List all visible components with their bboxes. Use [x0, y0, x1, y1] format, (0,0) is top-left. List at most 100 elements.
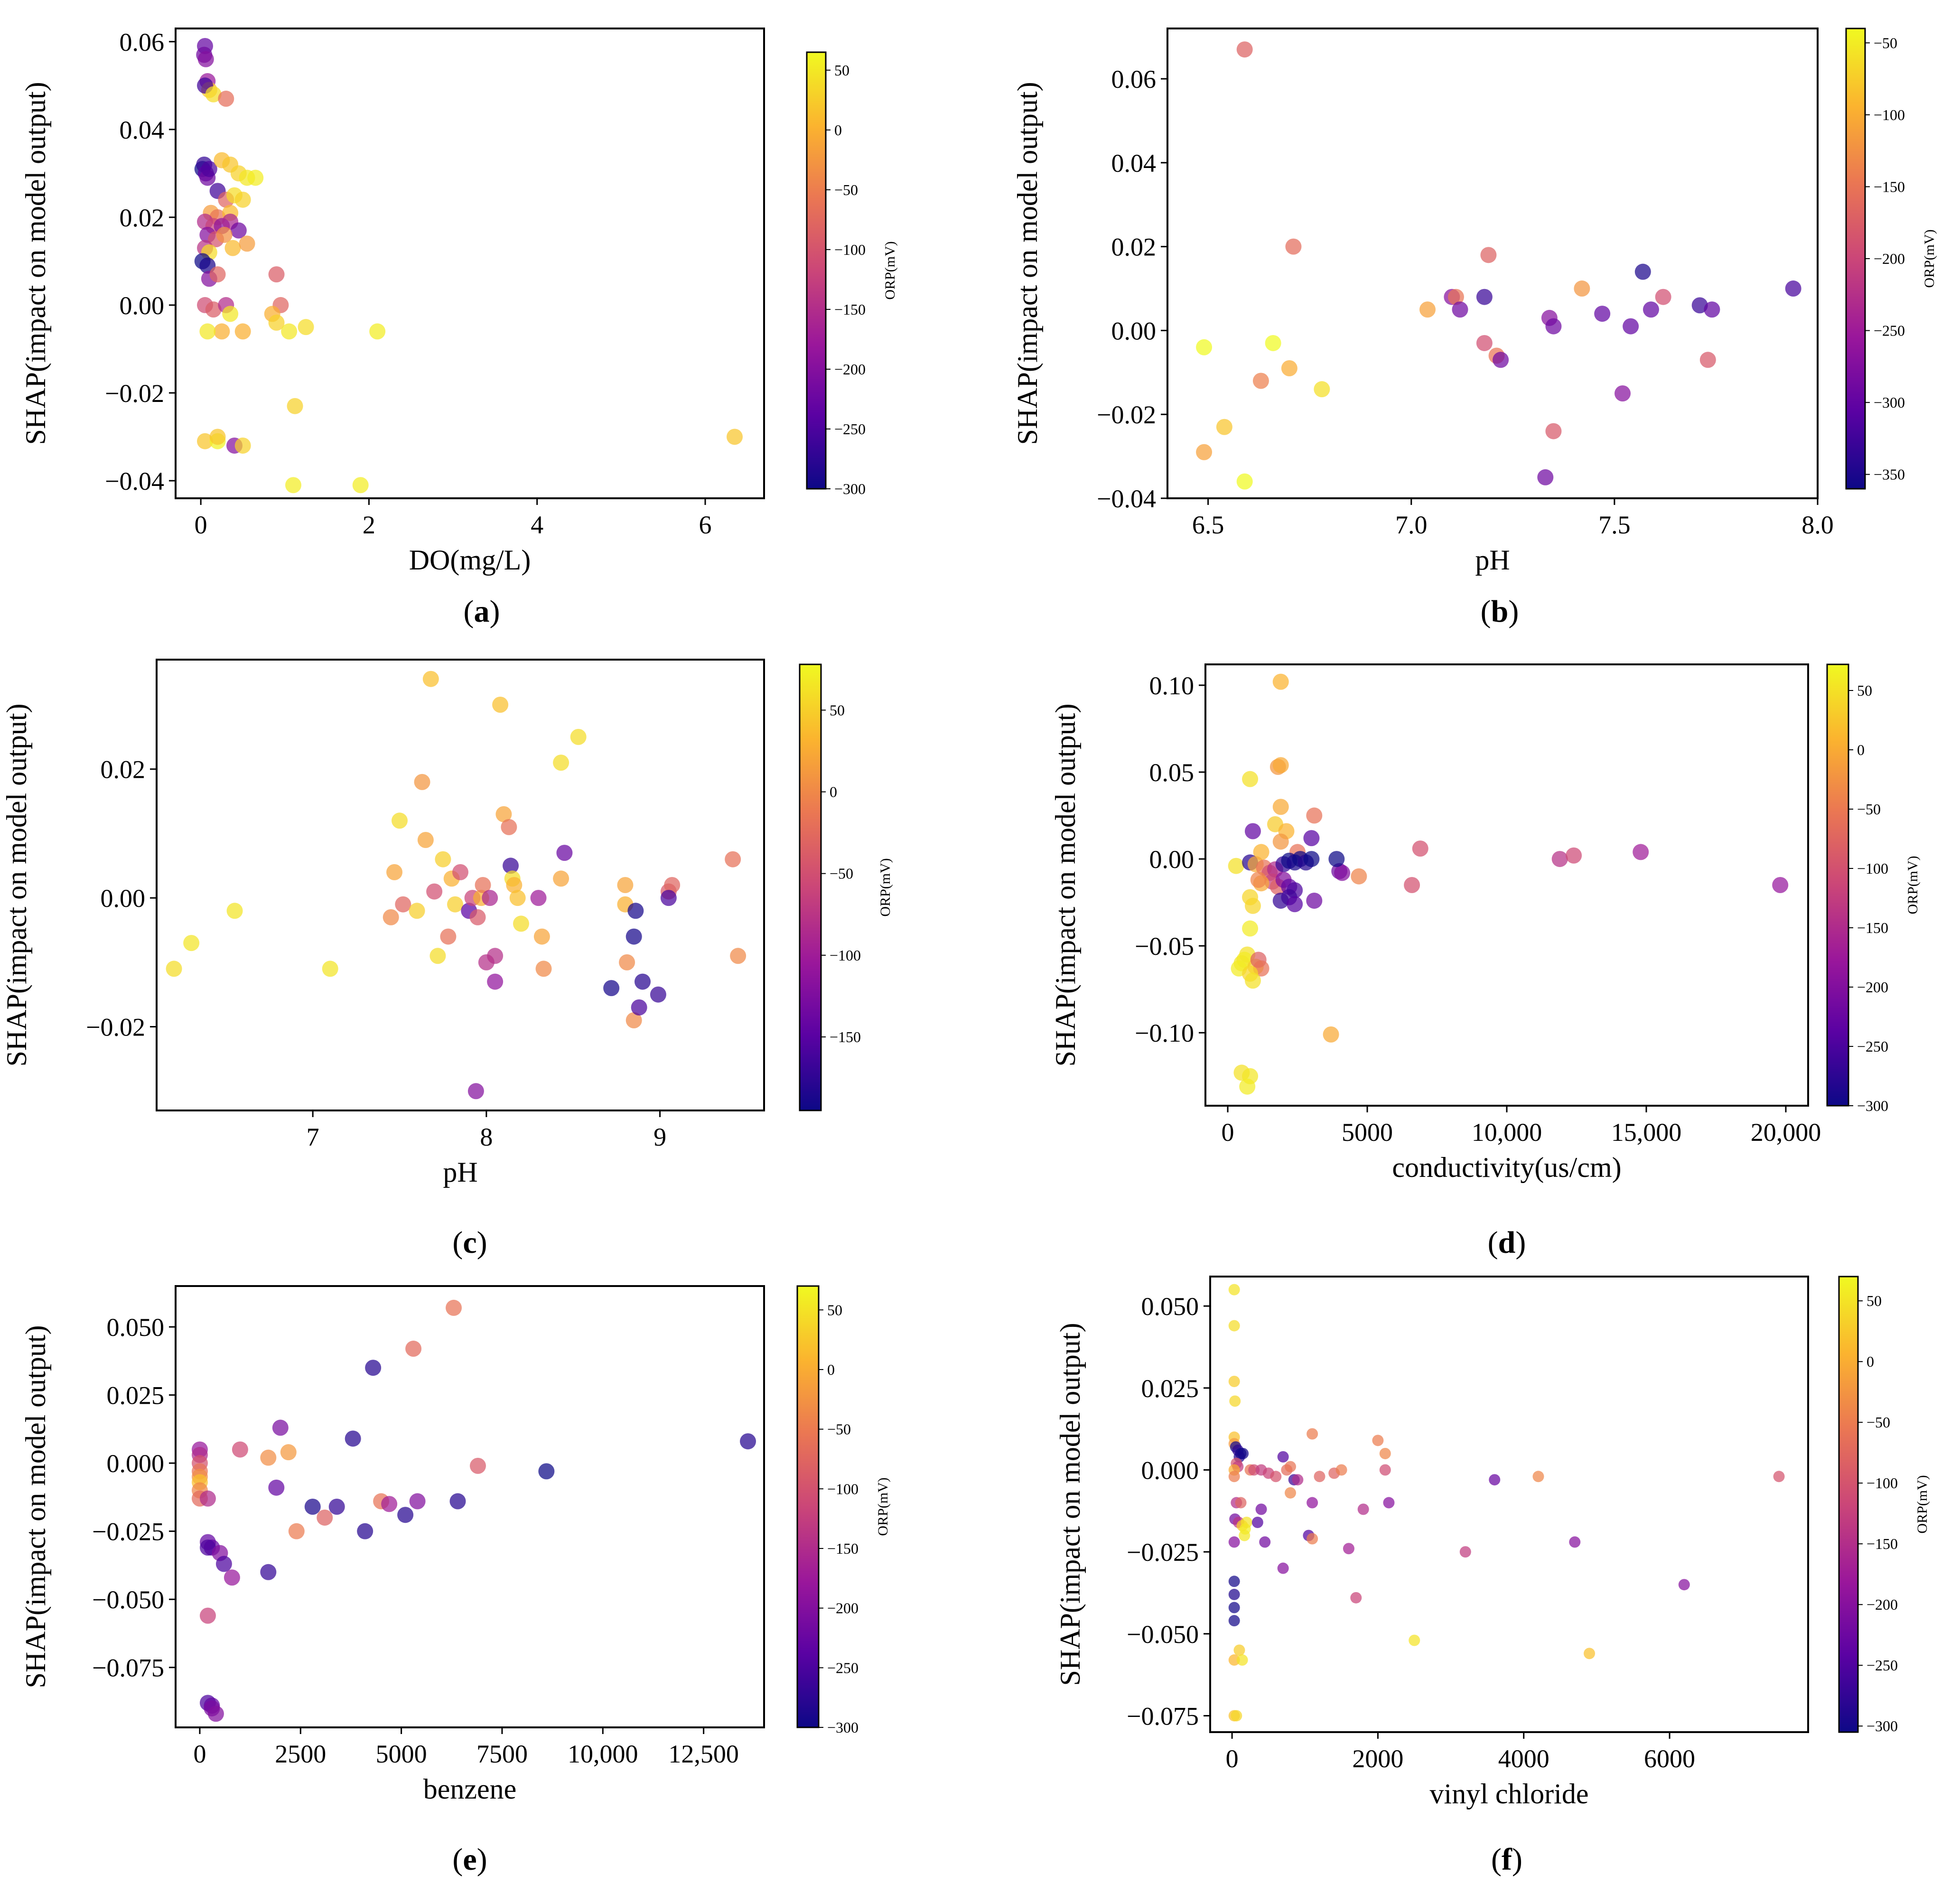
data-point	[1480, 247, 1497, 263]
data-point	[287, 398, 303, 414]
y-tick-label: −0.02	[1097, 401, 1156, 429]
colorbar-tick-label: −200	[1867, 1596, 1898, 1613]
colorbar-tick-label: −250	[834, 420, 866, 438]
data-point	[209, 266, 226, 283]
data-point	[1236, 41, 1253, 58]
data-point	[650, 986, 666, 1003]
data-point	[1255, 1503, 1267, 1515]
data-point	[1372, 1435, 1384, 1446]
y-tick-label: 0.02	[101, 755, 146, 784]
data-point	[1228, 1376, 1240, 1388]
y-tick-label: 0.00	[1149, 845, 1195, 874]
data-point	[506, 877, 523, 893]
data-point	[1419, 301, 1436, 318]
data-point	[1228, 1284, 1240, 1296]
caption-letter: b	[1491, 594, 1509, 629]
y-tick-label: −0.10	[1135, 1019, 1194, 1047]
colorbar-tick-label: −150	[1867, 1535, 1898, 1552]
y-tick-label: −0.04	[1097, 485, 1156, 513]
data-point	[183, 935, 200, 951]
data-point	[1239, 1078, 1256, 1095]
colorbar-tick-label: 0	[834, 121, 842, 139]
data-point	[1357, 1503, 1369, 1515]
x-tick-label: 5000	[376, 1740, 427, 1768]
colorbar-tick-label: 0	[827, 1361, 835, 1378]
data-point	[1265, 335, 1281, 351]
y-tick-label: 0.050	[107, 1313, 165, 1342]
y-axis-label: SHAP(impact on model output)	[20, 1325, 51, 1688]
x-axis-label: pH	[1475, 544, 1510, 576]
colorbar-label: ORP(mV)	[877, 858, 893, 916]
data-point	[381, 1496, 398, 1512]
data-point	[1228, 1471, 1240, 1483]
x-tick-label: 9	[653, 1123, 666, 1151]
data-point	[617, 877, 634, 893]
y-tick-label: 0.00	[120, 291, 165, 320]
data-point	[1545, 423, 1562, 439]
y-tick-label: −0.02	[105, 379, 164, 408]
data-point	[538, 1463, 555, 1480]
colorbar-tick-label: −150	[830, 1028, 861, 1045]
data-point	[1476, 335, 1493, 351]
data-point	[1229, 1395, 1241, 1407]
panel-caption: (b)	[1481, 594, 1519, 629]
caption-close-paren: )	[1508, 594, 1519, 629]
x-tick-label: 0	[1222, 1118, 1234, 1147]
data-point	[1270, 1471, 1282, 1483]
data-point	[1594, 306, 1611, 322]
data-point	[1476, 289, 1493, 305]
data-point	[631, 999, 647, 1016]
caption-open-paren: (	[452, 1225, 463, 1260]
data-point	[1569, 1536, 1581, 1548]
x-tick-label: 0	[195, 511, 207, 539]
data-point	[487, 948, 504, 964]
data-point	[1678, 1579, 1690, 1591]
data-point	[1277, 1562, 1289, 1574]
y-tick-label: −0.075	[1127, 1702, 1199, 1730]
y-axis-label: SHAP(impact on model output)	[20, 82, 51, 445]
data-point	[1452, 301, 1468, 318]
y-tick-label: 0.04	[120, 116, 165, 144]
y-tick-label: 0.02	[1111, 233, 1157, 261]
x-tick-label: 2500	[275, 1740, 326, 1768]
colorbar-tick-label: −200	[827, 1600, 859, 1617]
data-point	[556, 845, 573, 861]
data-point	[495, 806, 512, 822]
data-point	[386, 864, 403, 880]
y-tick-label: −0.075	[92, 1654, 164, 1682]
data-points	[194, 38, 743, 494]
data-point	[392, 812, 408, 829]
data-point	[1272, 799, 1289, 815]
caption-open-paren: (	[1488, 1225, 1498, 1260]
colorbar-tick-label: −300	[834, 480, 866, 497]
data-point	[1228, 1654, 1240, 1666]
data-point	[1383, 1497, 1395, 1509]
data-point	[619, 954, 635, 970]
data-point	[503, 858, 519, 874]
data-point	[1334, 865, 1351, 881]
data-point	[1307, 1497, 1318, 1509]
data-point	[1239, 1529, 1251, 1541]
data-point	[469, 909, 486, 925]
data-point	[268, 1479, 285, 1496]
y-tick-label: −0.025	[1127, 1538, 1199, 1567]
data-point	[1773, 1471, 1785, 1483]
data-point	[1236, 473, 1253, 490]
data-point	[209, 429, 226, 445]
data-point	[1537, 469, 1554, 485]
y-tick-label: 0.06	[120, 28, 165, 56]
data-point	[1412, 840, 1428, 857]
data-point	[535, 960, 552, 977]
panel-d: 0 5000 10,000 15,000 20,000 −0.10 −0.05 0.00 0.0…	[1050, 663, 1921, 1260]
colorbar-tick-label: −300	[1867, 1717, 1898, 1734]
data-point	[422, 671, 439, 687]
data-point	[1404, 877, 1420, 893]
x-tick-label: 15,000	[1611, 1118, 1682, 1147]
x-tick-label: 6.5	[1192, 511, 1224, 539]
colorbar-tick-label: −50	[1874, 34, 1897, 51]
y-tick-label: 0.00	[1111, 317, 1157, 345]
colorbar-tick-label: 0	[1867, 1353, 1874, 1370]
data-point	[234, 191, 251, 208]
data-point	[1303, 851, 1320, 867]
data-point	[1244, 897, 1261, 914]
